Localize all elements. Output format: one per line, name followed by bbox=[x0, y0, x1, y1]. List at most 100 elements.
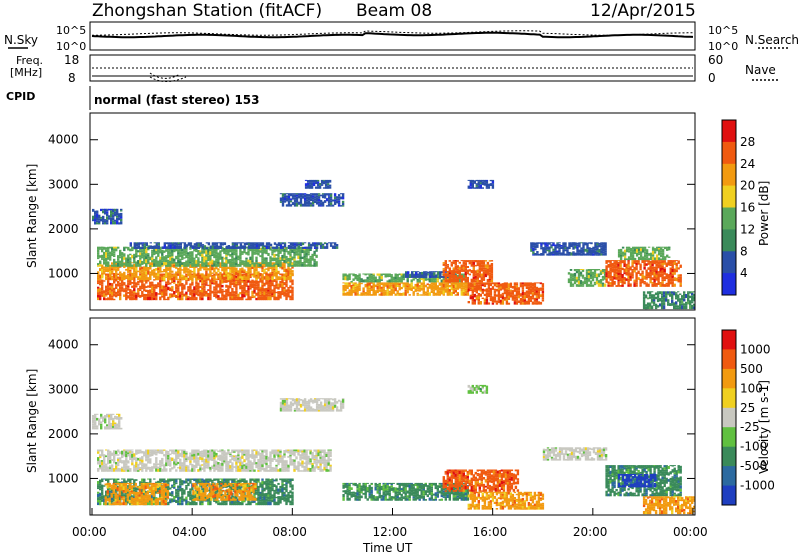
heatmap-cell bbox=[581, 283, 585, 286]
heatmap-cell bbox=[187, 242, 191, 246]
heatmap-cell bbox=[215, 254, 218, 259]
heatmap-cell bbox=[237, 296, 240, 301]
heatmap-cell bbox=[203, 278, 206, 283]
heatmap-cell bbox=[643, 282, 646, 285]
heatmap-cell bbox=[633, 248, 637, 252]
heatmap-cell bbox=[171, 274, 174, 278]
heatmap-cell bbox=[169, 260, 172, 264]
heatmap-cell bbox=[627, 264, 630, 268]
heatmap-cell bbox=[285, 272, 288, 276]
heatmap-cell bbox=[655, 260, 658, 264]
heatmap-cell bbox=[629, 272, 632, 274]
heatmap-cell bbox=[283, 289, 286, 292]
heatmap-cell bbox=[438, 282, 441, 286]
heatmap-cell bbox=[243, 275, 246, 279]
heatmap-cell bbox=[201, 256, 204, 259]
heatmap-cell bbox=[318, 183, 322, 186]
heatmap-cell bbox=[243, 264, 246, 267]
heatmap-cell bbox=[388, 286, 391, 289]
heatmap-cell bbox=[213, 253, 216, 255]
heatmap-cell bbox=[109, 246, 112, 249]
heatmap-cell bbox=[348, 276, 351, 280]
heatmap-cell bbox=[485, 301, 489, 305]
heatmap-cell bbox=[384, 291, 387, 294]
heatmap-cell bbox=[364, 279, 367, 283]
heatmap-cell bbox=[147, 277, 150, 281]
heatmap-cell bbox=[253, 286, 256, 290]
heatmap-cell bbox=[199, 261, 202, 263]
heatmap-cell bbox=[554, 250, 557, 254]
heatmap-cell bbox=[187, 277, 190, 282]
heatmap-cell bbox=[477, 299, 480, 302]
heatmap-cell bbox=[177, 245, 180, 249]
heatmap-cell bbox=[660, 305, 664, 310]
heatmap-cell bbox=[525, 293, 529, 295]
heatmap-cell bbox=[577, 269, 581, 273]
heatmap-cell bbox=[203, 245, 207, 249]
heatmap-cell bbox=[109, 490, 112, 493]
heatmap-cell bbox=[667, 280, 670, 284]
heatmap-cell bbox=[161, 270, 164, 273]
heatmap-cell bbox=[362, 287, 365, 291]
heatmap-cell bbox=[105, 493, 108, 498]
heatmap-cell bbox=[211, 267, 214, 271]
heatmap-cell bbox=[153, 478, 156, 480]
heatmap-cell bbox=[229, 278, 232, 281]
cpid-mode-text: normal (fast stereo) 153 bbox=[94, 93, 260, 107]
heatmap-cell bbox=[311, 257, 314, 261]
heatmap-cell bbox=[101, 287, 104, 291]
heatmap-cell bbox=[291, 274, 294, 277]
heatmap-cell bbox=[295, 242, 299, 244]
heatmap-cell bbox=[372, 283, 375, 287]
heatmap-cell bbox=[386, 285, 389, 289]
heatmap-cell bbox=[251, 256, 254, 261]
heatmap-cell bbox=[249, 481, 252, 484]
heatmap-cell bbox=[305, 204, 309, 207]
heatmap-cell bbox=[151, 273, 154, 276]
heatmap-cell bbox=[173, 266, 176, 268]
heatmap-cell bbox=[380, 273, 383, 276]
heatmap-cell bbox=[446, 273, 449, 276]
heatmap-cell bbox=[599, 282, 603, 284]
heatmap-cell bbox=[97, 485, 100, 488]
heatmap-cell bbox=[675, 266, 678, 270]
heatmap-cell bbox=[119, 279, 122, 282]
heatmap-cell bbox=[291, 193, 295, 195]
heatmap-cell bbox=[289, 193, 293, 197]
heatmap-cell bbox=[472, 269, 475, 273]
heatmap-cell bbox=[478, 270, 481, 274]
heatmap-cell bbox=[291, 289, 294, 294]
heatmap-cell bbox=[251, 294, 254, 297]
heatmap-cell bbox=[493, 288, 497, 291]
heatmap-cell bbox=[181, 254, 184, 259]
heatmap-cell bbox=[615, 276, 618, 280]
heatmap-cell bbox=[102, 222, 105, 225]
heatmap-cell bbox=[483, 293, 487, 296]
heatmap-cell bbox=[283, 294, 286, 297]
heatmap-cell bbox=[521, 302, 525, 305]
heatmap-cell bbox=[390, 288, 393, 292]
heatmap-cell bbox=[592, 246, 595, 250]
heatmap-cell bbox=[271, 270, 274, 272]
heatmap-cell bbox=[657, 246, 661, 248]
heatmap-cell bbox=[301, 203, 305, 207]
heatmap-cell bbox=[582, 252, 585, 256]
heatmap-cell bbox=[271, 259, 274, 262]
heatmap-cell bbox=[235, 249, 238, 253]
heatmap-cell bbox=[225, 281, 228, 283]
heatmap-cell bbox=[149, 278, 152, 281]
heatmap-cell bbox=[661, 281, 664, 284]
heatmap-cell bbox=[444, 266, 447, 269]
heatmap-cell bbox=[641, 260, 644, 262]
heatmap-cell bbox=[475, 179, 478, 182]
heatmap-cell bbox=[354, 292, 357, 296]
heatmap-cell bbox=[163, 291, 166, 295]
heatmap-cell bbox=[215, 284, 218, 288]
heatmap-cell bbox=[167, 278, 170, 281]
heatmap-cell bbox=[235, 294, 238, 297]
heatmap-cell bbox=[273, 501, 276, 504]
heatmap-cell bbox=[239, 273, 242, 277]
heatmap-cell bbox=[157, 487, 160, 491]
heatmap-cell bbox=[293, 243, 297, 246]
heatmap-cell bbox=[291, 279, 294, 283]
